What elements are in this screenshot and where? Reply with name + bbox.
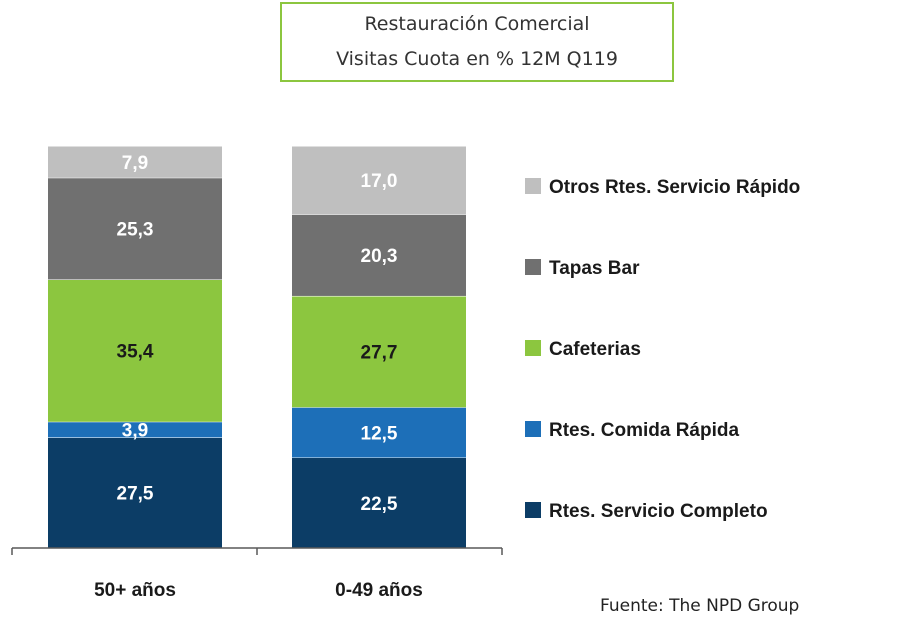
legend-swatch-cafeterias — [525, 340, 541, 356]
bar-50-anos-tapas-bar — [48, 177, 222, 280]
bar-50-anos-rtes-servicio-completo — [48, 437, 222, 548]
legend-label-rtes-comida-rapida: Rtes. Comida Rápida — [549, 420, 739, 441]
legend-swatch-otros-rtes-servicio-rapido — [525, 178, 541, 194]
bar-0-49-anos-rtes-comida-rapida — [292, 407, 466, 458]
data-label-50-anos-otros-rtes-servicio-rapido: 7,9 — [122, 153, 148, 174]
bar-50-anos-otros-rtes-servicio-rapido — [48, 146, 222, 178]
data-label-50-anos-rtes-servicio-completo: 27,5 — [117, 484, 154, 505]
data-label-50-anos-rtes-comida-rapida: 3,9 — [122, 421, 148, 442]
legend-swatch-rtes-comida-rapida — [525, 421, 541, 437]
bar-0-49-anos-rtes-servicio-completo — [292, 457, 466, 548]
bars — [48, 145, 466, 548]
bar-0-49-anos-cafeterias — [292, 295, 466, 408]
legend-label-cafeterias: Cafeterias — [549, 339, 641, 360]
title-box: Restauración Comercial Visitas Cuota en … — [280, 2, 674, 82]
data-label-0-49-anos-otros-rtes-servicio-rapido: 17,0 — [361, 171, 398, 192]
legend: Otros Rtes. Servicio Rápido Tapas Bar Cafe… — [525, 177, 800, 522]
x-axis: 50+ años 0-49 años — [11, 547, 503, 601]
legend-label-otros-rtes-servicio-rapido: Otros Rtes. Servicio Rápido — [549, 177, 800, 198]
legend-label-tapas-bar: Tapas Bar — [549, 258, 640, 279]
category-label-50-anos: 50+ años — [94, 580, 176, 601]
data-label-0-49-anos-tapas-bar: 20,3 — [361, 246, 398, 267]
data-label-50-anos-tapas-bar: 25,3 — [117, 220, 154, 241]
bar-0-49-anos-otros-rtes-servicio-rapido — [292, 146, 466, 215]
source-note: Fuente: The NPD Group — [600, 596, 800, 616]
bar-0-49-anos-tapas-bar — [292, 214, 466, 296]
bar-50-anos-rtes-comida-rapida — [48, 421, 222, 438]
chart-title: Restauración Comercial — [364, 13, 590, 35]
legend-swatch-rtes-servicio-completo — [525, 502, 541, 518]
legend-swatch-tapas-bar — [525, 259, 541, 275]
data-label-0-49-anos-rtes-servicio-completo: 22,5 — [361, 494, 398, 515]
data-label-0-49-anos-cafeterias: 27,7 — [361, 343, 398, 364]
data-label-50-anos-cafeterias: 35,4 — [117, 342, 154, 363]
data-label-0-49-anos-rtes-comida-rapida: 12,5 — [361, 423, 398, 444]
bar-50-anos-cafeterias — [48, 279, 222, 422]
bar-labels: 27,5 3,9 35,4 25,3 7,9 22,5 12,5 27,7 20,3 17,0 — [117, 153, 398, 515]
legend-label-rtes-servicio-completo: Rtes. Servicio Completo — [549, 501, 768, 522]
chart-subtitle: Visitas Cuota en % 12M Q119 — [336, 48, 618, 70]
category-label-0-49-anos: 0-49 años — [335, 580, 423, 601]
